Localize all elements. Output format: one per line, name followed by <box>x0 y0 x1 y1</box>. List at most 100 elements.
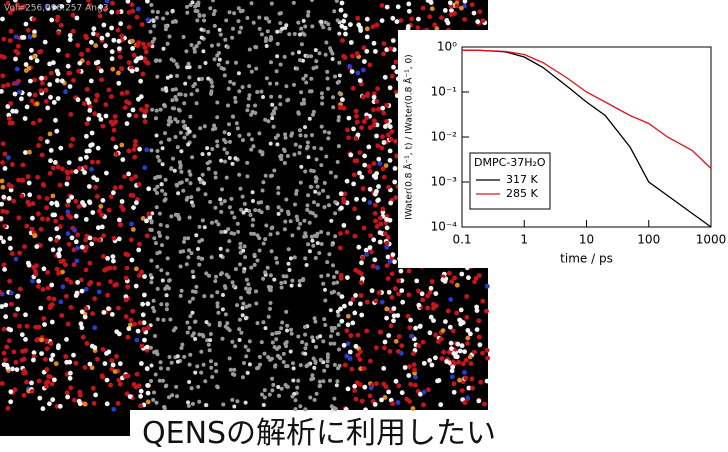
atom <box>99 224 105 230</box>
atom <box>427 330 433 336</box>
atom <box>416 343 422 349</box>
atom <box>429 6 435 12</box>
atom <box>192 134 197 139</box>
atom <box>191 274 196 279</box>
atom <box>201 13 206 18</box>
atom <box>287 268 292 272</box>
atom <box>155 317 160 322</box>
atom <box>86 116 91 122</box>
atom <box>449 279 455 284</box>
atom <box>109 25 114 31</box>
atom <box>13 256 19 262</box>
atom <box>451 359 456 365</box>
atom <box>303 256 308 261</box>
atom <box>90 385 96 391</box>
atom <box>303 73 308 78</box>
atom <box>210 220 214 225</box>
atom <box>440 277 446 283</box>
atom <box>396 334 402 339</box>
legend-title: DMPC-37H₂O <box>474 156 546 169</box>
atom <box>356 244 362 250</box>
atom <box>141 41 146 47</box>
atom <box>0 73 6 79</box>
atom <box>131 147 137 152</box>
atom <box>141 326 147 332</box>
atom <box>137 273 142 278</box>
atom <box>7 120 13 126</box>
atom <box>318 334 323 339</box>
atom <box>174 384 179 389</box>
atom <box>285 328 289 333</box>
atom <box>12 312 18 318</box>
atom <box>129 237 134 243</box>
atom <box>261 241 266 246</box>
atom <box>34 244 40 250</box>
atom <box>145 0 150 4</box>
atom <box>167 278 172 283</box>
atom <box>166 122 171 127</box>
atom <box>304 146 309 151</box>
atom <box>153 372 158 377</box>
atom <box>317 251 322 255</box>
atom <box>332 326 337 330</box>
atom <box>387 217 393 223</box>
atom <box>67 37 73 42</box>
atom <box>84 154 89 160</box>
atom <box>361 45 367 51</box>
atom <box>152 390 156 395</box>
atom <box>21 356 27 362</box>
atom <box>87 199 92 205</box>
atom <box>439 15 444 20</box>
atom <box>21 370 27 376</box>
atom <box>346 135 351 141</box>
atom <box>390 252 396 257</box>
atom <box>212 57 217 62</box>
atom <box>204 271 209 276</box>
atom <box>90 210 96 215</box>
atom <box>333 211 338 216</box>
atom <box>8 245 13 251</box>
atom <box>185 320 190 325</box>
atom <box>323 52 328 57</box>
atom <box>71 247 77 253</box>
atom <box>367 393 373 399</box>
atom <box>459 271 465 277</box>
atom <box>15 50 21 56</box>
atom <box>79 51 84 57</box>
atom <box>21 4 27 9</box>
atom <box>335 379 340 384</box>
atom <box>336 323 341 328</box>
atom <box>212 9 217 13</box>
atom <box>117 361 123 367</box>
atom <box>8 28 14 34</box>
atom <box>239 25 244 30</box>
atom <box>295 218 300 222</box>
atom <box>244 354 249 359</box>
atom <box>279 326 284 331</box>
atom <box>319 19 324 24</box>
atom <box>167 355 172 359</box>
atom <box>151 397 156 402</box>
atom <box>400 299 406 305</box>
atom <box>101 22 107 28</box>
atom <box>199 35 204 40</box>
atom <box>386 389 391 395</box>
atom <box>295 385 300 390</box>
atom <box>101 254 106 259</box>
atom <box>370 263 376 269</box>
atom <box>319 230 324 234</box>
atom <box>142 119 148 124</box>
atom <box>347 63 352 69</box>
atom <box>78 392 83 398</box>
atom <box>160 278 165 283</box>
atom <box>27 34 33 40</box>
atom <box>249 265 254 270</box>
atom <box>342 303 347 309</box>
atom <box>52 212 58 218</box>
atom <box>448 297 454 302</box>
atom <box>2 151 8 157</box>
atom <box>189 200 194 205</box>
atom <box>278 21 283 26</box>
atom <box>169 167 174 171</box>
atom <box>335 160 340 164</box>
